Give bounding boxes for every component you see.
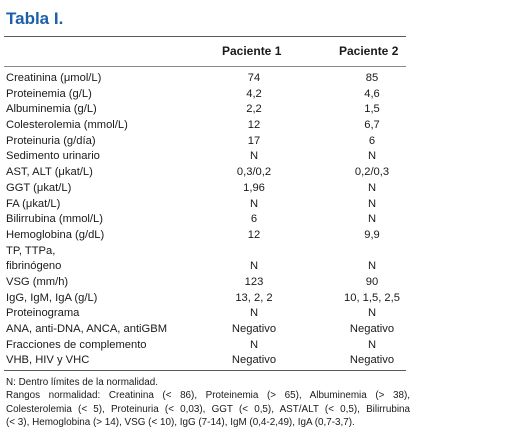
table-row: Creatinina (μmol/L) 74 85	[0, 71, 412, 87]
paciente-2-value: 85	[365, 72, 379, 84]
paciente-1-value: N	[249, 197, 259, 210]
paciente-1-value: 12	[247, 119, 261, 132]
footnote-ranges-line-1: Rangos normalidad: Creatinina (< 86), Pr…	[6, 390, 410, 402]
row-label: IgG, IgM, IgA (g/L)	[6, 291, 98, 304]
header-paciente-2: Paciente 2	[339, 44, 399, 58]
row-label: GGT (μkat/L)	[6, 181, 72, 194]
row-label: Creatinina (μmol/L)	[6, 72, 102, 84]
footnotes: N: Dentro límites de la normalidad. Rang…	[6, 376, 410, 430]
bottom-rule	[4, 370, 406, 371]
table-row: Hemoglobina (g/dL) 12 9,9	[0, 228, 412, 244]
table-title: Tabla I.	[6, 9, 64, 28]
paciente-2-value: 9,9	[364, 228, 380, 241]
paciente-1-value: N	[249, 260, 259, 273]
table-row: AST, ALT (μkat/L) 0,3/0,2 0,2/0,3	[0, 165, 412, 181]
paciente-2-value: Negativo	[349, 323, 395, 335]
table-row: Colesterolemia (mmol/L) 12 6,7	[0, 118, 412, 134]
top-rule	[4, 36, 406, 37]
paciente-2-value: 4,6	[364, 87, 380, 100]
paciente-2-value: 0,2/0,3	[354, 166, 390, 179]
table-row: fibrinógeno N N	[0, 259, 412, 275]
table-row: FA (μkat/L) N N	[0, 197, 412, 213]
table-row: IgG, IgM, IgA (g/L) 13, 2, 2 10, 1,5, 2,5	[0, 291, 412, 307]
row-label: fibrinógeno	[6, 260, 62, 273]
table-row: Sedimento urinario N N	[0, 149, 412, 165]
paciente-1-value: 1,96	[243, 181, 265, 194]
paciente-2-value: 90	[365, 275, 379, 288]
paciente-2-value: N	[367, 260, 377, 273]
footnote-normal: N: Dentro límites de la normalidad.	[6, 377, 159, 388]
paciente-2-value: N	[367, 197, 377, 210]
paciente-1-value: 123	[244, 275, 264, 288]
paciente-1-value: 17	[247, 134, 261, 147]
paciente-2-value: 1,5	[364, 103, 380, 116]
row-label: ANA, anti-DNA, ANCA, antiGBM	[6, 323, 168, 335]
table-row: Albuminemia (g/L) 2,2 1,5	[0, 102, 412, 118]
row-label: FA (μkat/L)	[6, 197, 61, 210]
footnote-ranges-line-3: (< 3), Hemoglobina (> 14), VSG (< 10), I…	[6, 417, 355, 429]
row-label: Hemoglobina (g/dL)	[6, 228, 105, 241]
row-label: VSG (mm/h)	[6, 275, 69, 288]
row-label: Proteinuria (g/día)	[6, 134, 96, 147]
table-row: ANA, anti-DNA, ANCA, antiGBM Negativo Nega…	[0, 322, 412, 338]
paciente-1-value: 74	[247, 72, 261, 84]
paciente-1-value: 6	[250, 213, 258, 226]
paciente-2-value: 6	[368, 134, 376, 147]
paciente-2-value: N	[367, 307, 377, 320]
table-body: Creatinina (μmol/L) 74 85 Proteinemia (g/L)…	[0, 71, 412, 369]
paciente-2-value: 10, 1,5, 2,5	[344, 291, 400, 304]
row-label: Sedimento urinario	[6, 150, 100, 163]
paciente-1-value: 12	[247, 228, 261, 241]
table-row: Proteinemia (g/L) 4,2 4,6	[0, 87, 412, 103]
footnote-ranges-line-2: Colesterolemia (< 5), Proteinuria (< 0,0…	[6, 403, 410, 415]
paciente-1-value: Negativo	[231, 323, 277, 335]
row-label: AST, ALT (μkat/L)	[6, 166, 93, 179]
table-row: GGT (μkat/L) 1,96 N	[0, 181, 412, 197]
row-label: Proteinograma	[6, 307, 80, 320]
table-row: VSG (mm/h) 123 90	[0, 275, 412, 291]
row-label: Colesterolemia (mmol/L)	[6, 119, 128, 132]
header-rule	[4, 66, 406, 67]
row-label: Albuminemia (g/L)	[6, 103, 97, 116]
row-label: TP, TTPa,	[6, 244, 56, 257]
paciente-2-value: N	[367, 338, 377, 351]
table-row: TP, TTPa,	[0, 244, 412, 260]
paciente-1-value: N	[249, 307, 259, 320]
paciente-2-value: N	[367, 150, 377, 163]
row-label: Bilirrubina (mmol/L)	[6, 213, 103, 226]
table-row: Bilirrubina (mmol/L) 6 N	[0, 212, 412, 228]
header-paciente-1: Paciente 1	[222, 44, 282, 58]
table-row: Proteinograma N N	[0, 306, 412, 322]
row-label: VHB, HIV y VHC	[6, 354, 90, 367]
row-label: Proteinemia (g/L)	[6, 87, 92, 100]
paciente-1-value: N	[249, 338, 259, 351]
paciente-2-value: Negativo	[349, 354, 395, 367]
paciente-2-value: N	[367, 181, 377, 194]
paciente-1-value: 4,2	[246, 87, 262, 100]
paciente-1-value: 2,2	[246, 103, 262, 116]
paciente-1-value: N	[249, 150, 259, 163]
row-label: Fracciones de complemento	[6, 338, 147, 351]
table-row: Fracciones de complemento N N	[0, 338, 412, 354]
paciente-1-value: 13, 2, 2	[235, 291, 273, 304]
paciente-2-value: N	[367, 213, 377, 226]
paciente-2-value: 6,7	[364, 119, 380, 132]
table-row: Proteinuria (g/día) 17 6	[0, 134, 412, 150]
paciente-1-value: 0,3/0,2	[236, 166, 272, 179]
paciente-1-value: Negativo	[231, 354, 277, 367]
table-row: VHB, HIV y VHC Negativo Negativo	[0, 353, 412, 369]
